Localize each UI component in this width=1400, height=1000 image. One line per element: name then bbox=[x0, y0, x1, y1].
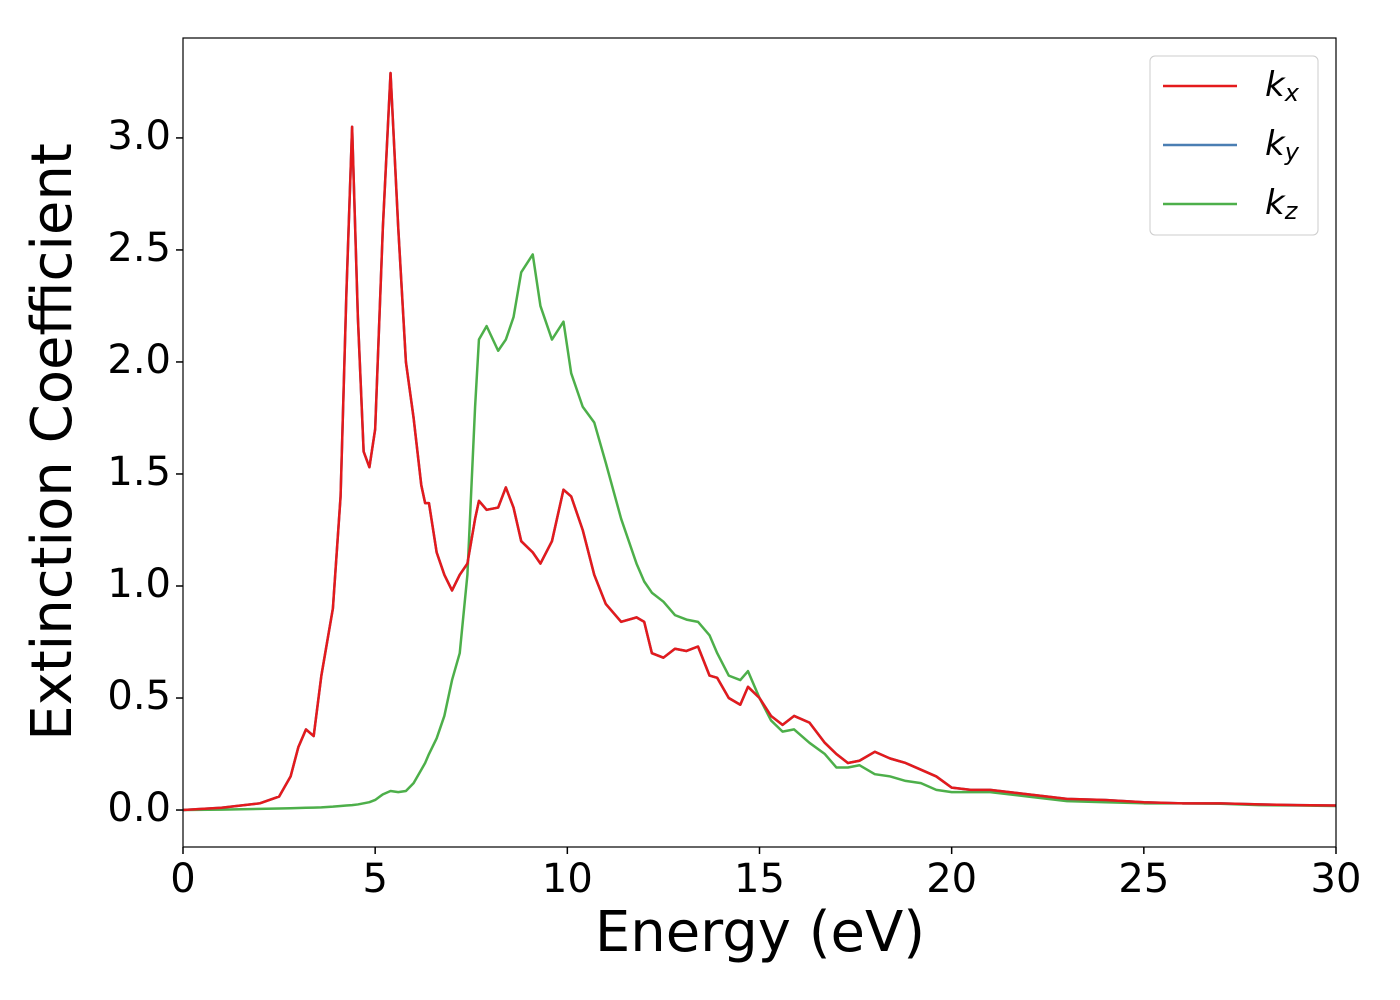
x-tick-label: 5 bbox=[362, 856, 387, 902]
x-tick-label: 30 bbox=[1311, 856, 1362, 902]
legend-label: kx bbox=[1265, 65, 1300, 108]
y-tick-label: 0.0 bbox=[107, 785, 171, 831]
plot-frame bbox=[182, 37, 1337, 848]
x-axis-label: Energy (eV) bbox=[595, 900, 925, 965]
legend-label: kz bbox=[1265, 183, 1299, 226]
series-line bbox=[183, 253, 1336, 812]
y-axis-label: Extinction Coefficient bbox=[20, 143, 85, 741]
legend: kx ky kz bbox=[1149, 55, 1319, 236]
x-tick-label: 20 bbox=[926, 856, 977, 902]
y-tick-label: 2.5 bbox=[107, 225, 171, 271]
x-tick-label: 15 bbox=[734, 856, 785, 902]
series-line bbox=[183, 71, 1336, 812]
y-tick-label: 0.5 bbox=[107, 673, 171, 719]
y-tick-label: 2.0 bbox=[107, 337, 171, 383]
x-tick-label: 25 bbox=[1118, 856, 1169, 902]
y-tick-label: 1.0 bbox=[107, 561, 171, 607]
x-tick-label: 0 bbox=[170, 856, 195, 902]
y-tick-label: 3.0 bbox=[107, 113, 171, 159]
legend-label: ky bbox=[1265, 124, 1300, 167]
y-tick-label: 1.5 bbox=[107, 449, 171, 495]
x-tick-label: 10 bbox=[542, 856, 593, 902]
